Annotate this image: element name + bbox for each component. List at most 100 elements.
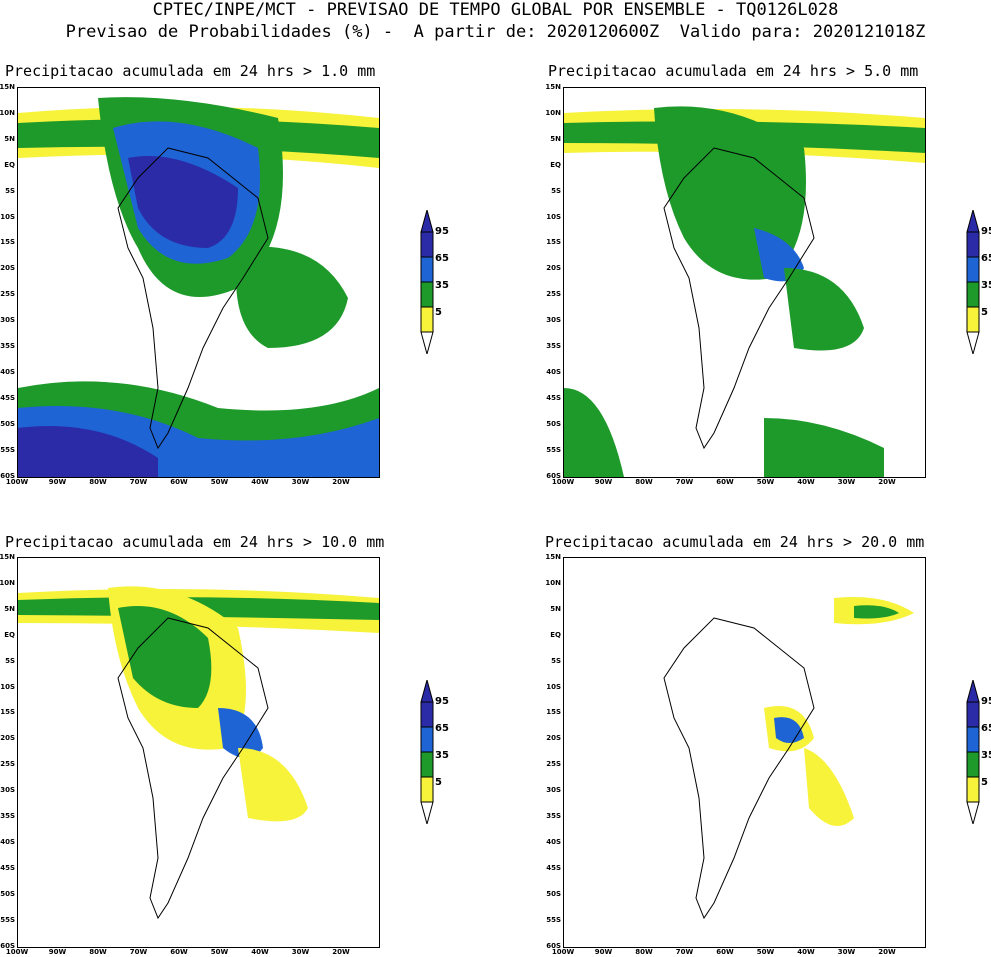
lat-label: 25S: [546, 290, 561, 299]
lat-label: 50S: [0, 419, 15, 428]
lon-label: 70W: [675, 478, 694, 486]
lat-label: 60S: [0, 941, 15, 950]
colorbar-swatch: [420, 231, 434, 258]
lat-label: 25S: [0, 290, 15, 299]
lat-label: 30S: [0, 786, 15, 795]
colorbar-swatch: [420, 726, 434, 753]
lat-label: 5N: [550, 134, 561, 143]
lon-label: 90W: [594, 948, 613, 956]
map-panel-1: [17, 87, 380, 478]
lat-label: EQ: [550, 160, 561, 169]
lat-label: 10S: [546, 682, 561, 691]
panel-title-4: Precipitacao acumulada em 24 hrs > 20.0 …: [545, 533, 925, 551]
lon-label: 40W: [797, 948, 815, 956]
lat-label: 10N: [545, 108, 561, 117]
colorbar-swatch: [420, 776, 434, 803]
lon-label: 80W: [89, 948, 107, 956]
lat-label: 40S: [546, 837, 561, 846]
colorbar-swatch: [966, 701, 980, 728]
colorbar-label: 65: [435, 253, 449, 264]
colorbar-label: 5: [981, 777, 988, 788]
lat-label: 35S: [546, 342, 561, 350]
colorbar-swatch: [420, 256, 434, 283]
lat-label: 55S: [546, 445, 561, 454]
colorbar-label: 35: [435, 280, 449, 291]
lat-label: EQ: [4, 630, 15, 639]
lat-label: 20S: [0, 734, 15, 743]
lon-label: 80W: [635, 948, 653, 956]
lat-label: 5S: [5, 656, 15, 665]
lat-label: 10S: [0, 682, 15, 691]
lat-label: 20S: [546, 734, 561, 743]
lat-label: 55S: [546, 915, 561, 924]
colorbar-label: 65: [435, 723, 449, 734]
colorbar-bottom-arrow: [966, 331, 980, 354]
map-panel-2: [563, 87, 926, 478]
lon-label: 100W: [5, 478, 29, 486]
colorbar-swatch: [966, 306, 980, 333]
lat-label: 10S: [0, 212, 15, 221]
lat-label: 10N: [0, 578, 15, 587]
lat-label: 15N: [0, 83, 15, 91]
colorbar-label: 5: [435, 777, 442, 788]
colorbar-bottom-arrow: [420, 801, 434, 824]
lat-label: 60S: [546, 941, 561, 950]
colorbar: [966, 680, 980, 824]
lon-label: 30W: [291, 478, 310, 486]
title-line-2: Previsao de Probabilidades (%) - A parti…: [65, 22, 926, 42]
lat-label: EQ: [550, 630, 561, 639]
lat-label: 45S: [546, 393, 561, 402]
lat-label: 45S: [0, 863, 15, 872]
lat-label: 5S: [551, 656, 561, 665]
lon-label: 40W: [251, 478, 269, 486]
lat-label: 55S: [0, 915, 15, 924]
colorbar-swatch: [420, 701, 434, 728]
panel-title-3: Precipitacao acumulada em 24 hrs > 10.0 …: [5, 533, 385, 551]
lon-label: 30W: [837, 948, 856, 956]
lat-label: 10S: [546, 212, 561, 221]
colorbar: [420, 680, 434, 824]
lat-label: 50S: [546, 889, 561, 898]
colorbar-label: 95: [435, 696, 449, 707]
colorbar-swatch: [966, 776, 980, 803]
lat-label: 20S: [546, 264, 561, 273]
lat-label: 40S: [546, 367, 561, 376]
lat-label: 30S: [546, 316, 561, 325]
lon-label: 60W: [170, 478, 188, 486]
lon-label: 70W: [675, 948, 694, 956]
lat-label: 35S: [0, 342, 15, 350]
lat-label: 15S: [546, 238, 561, 247]
colorbar-label: 95: [981, 226, 991, 237]
colorbar-swatch: [420, 751, 434, 778]
panel-title-1: Precipitacao acumulada em 24 hrs > 1.0 m…: [5, 62, 376, 80]
colorbar-swatch: [966, 726, 980, 753]
map-panel-4: [563, 557, 926, 948]
colorbar-top-arrow: [966, 210, 980, 233]
lat-label: 25S: [0, 760, 15, 769]
colorbar-swatch: [966, 256, 980, 283]
lon-label: 20W: [878, 948, 896, 956]
lon-label: 100W: [551, 478, 575, 486]
lat-label: 35S: [546, 812, 561, 820]
lon-label: 50W: [210, 478, 229, 486]
lon-label: 50W: [210, 948, 229, 956]
lat-label: 15S: [546, 708, 561, 717]
lat-label: 55S: [0, 445, 15, 454]
lon-label: 60W: [716, 478, 734, 486]
map-panel-3: [17, 557, 380, 948]
colorbar-label: 95: [981, 696, 991, 707]
lon-label: 20W: [332, 948, 350, 956]
colorbar-swatch: [966, 231, 980, 258]
lon-label: 50W: [756, 478, 775, 486]
colorbar: [420, 210, 434, 354]
colorbar-top-arrow: [420, 210, 434, 233]
lon-label: 70W: [129, 948, 148, 956]
lat-label: 15N: [545, 83, 561, 91]
lat-label: 15N: [0, 553, 15, 561]
colorbar-top-arrow: [966, 680, 980, 703]
lat-label: 35S: [0, 812, 15, 820]
lat-label: 45S: [0, 393, 15, 402]
colorbar-label: 35: [981, 750, 991, 761]
colorbar-label: 35: [981, 280, 991, 291]
lon-label: 40W: [251, 948, 269, 956]
